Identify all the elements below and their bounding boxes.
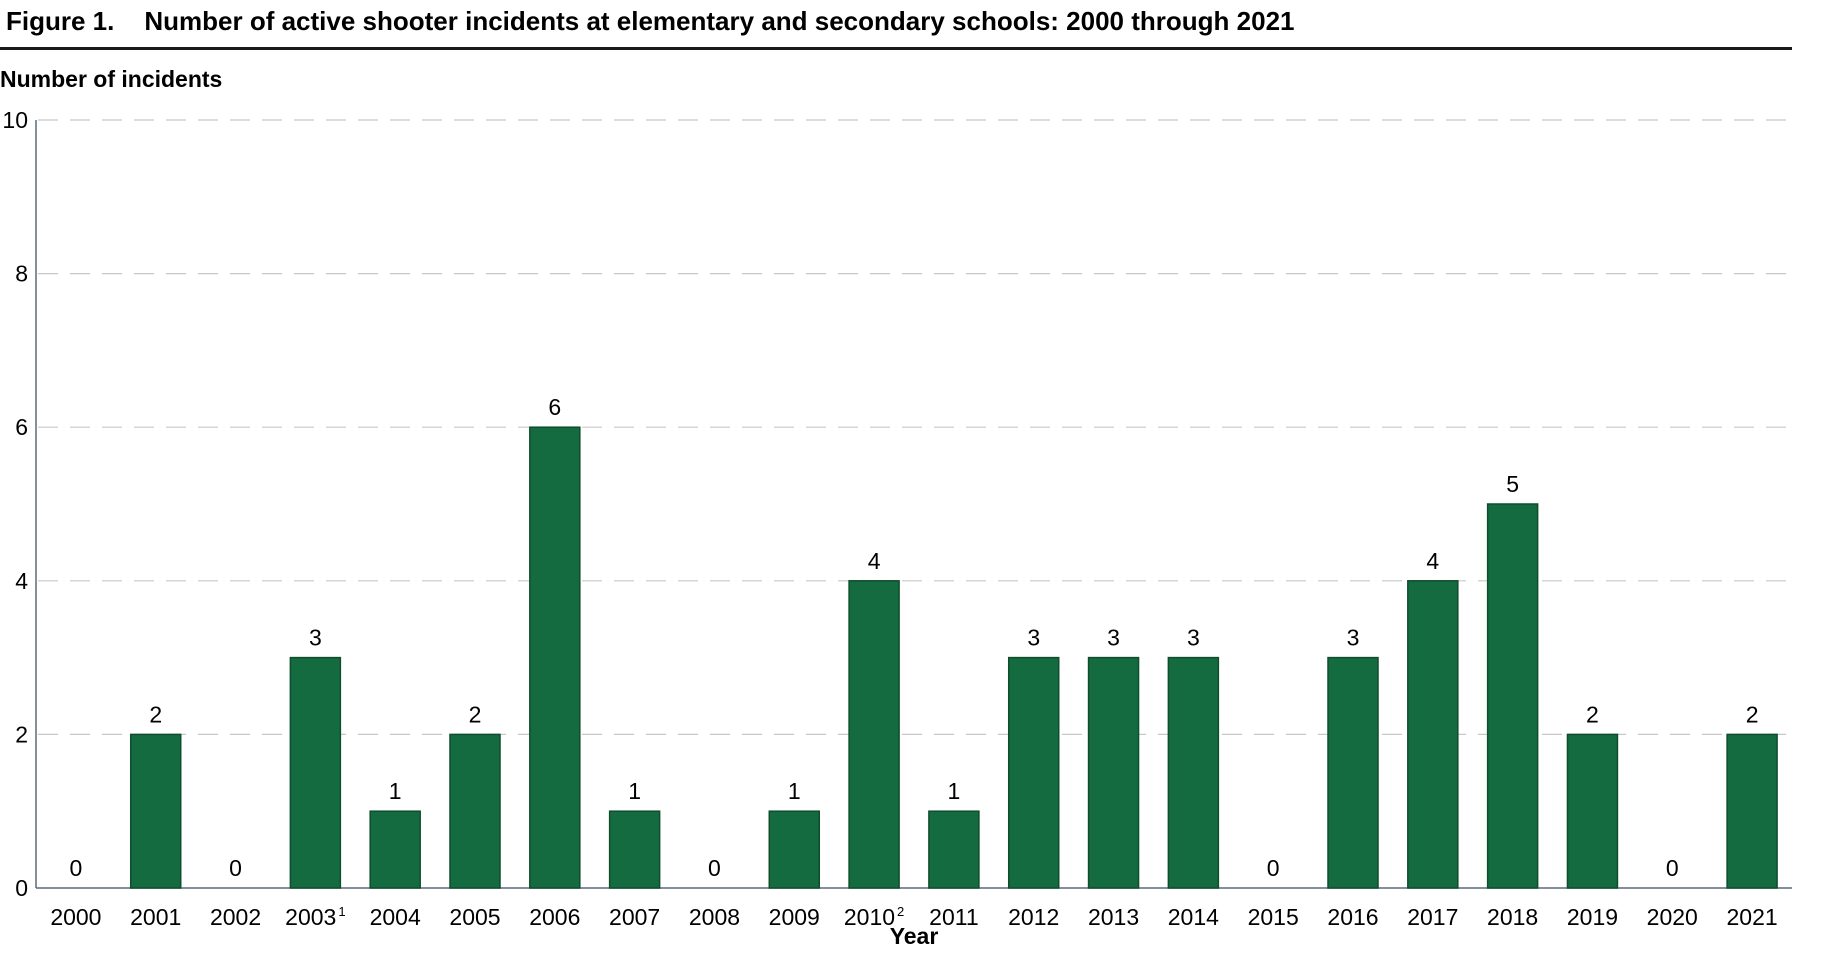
x-tick-label: 2018 (1487, 904, 1538, 930)
data-label: 2 (469, 701, 482, 727)
x-tick-label: 2009 (769, 904, 820, 930)
bar (369, 810, 421, 889)
x-tick-label: 2005 (449, 904, 500, 930)
x-tick-label: 2000 (50, 904, 101, 930)
bar (289, 656, 342, 889)
data-label: 3 (1107, 625, 1120, 651)
x-tick-label: 2014 (1168, 904, 1219, 930)
bar (1486, 503, 1539, 889)
data-label: 0 (1267, 855, 1280, 881)
x-tick-label: 2019 (1567, 904, 1618, 930)
x-tick-label: 2015 (1248, 904, 1299, 930)
data-label: 2 (1746, 701, 1759, 727)
bar (1087, 656, 1140, 889)
data-label: 5 (1506, 471, 1519, 497)
data-label: 0 (229, 855, 242, 881)
y-axis-title: Number of incidents (0, 66, 223, 92)
data-label: 1 (389, 778, 402, 804)
x-tick-label: 2001 (130, 904, 181, 930)
bars (129, 426, 1778, 889)
bar (129, 733, 182, 889)
footnote-marker: 1 (338, 904, 345, 919)
figure-number: Figure 1. (6, 6, 115, 36)
x-tick-label: 2020 (1647, 904, 1698, 930)
data-label: 3 (309, 625, 322, 651)
data-label: 0 (1666, 855, 1679, 881)
bar (1167, 656, 1220, 889)
y-tick-label: 0 (15, 875, 28, 901)
y-tick-label: 6 (15, 414, 28, 440)
bar (1007, 656, 1060, 889)
data-label: 4 (1426, 548, 1439, 574)
y-tick-label: 10 (2, 107, 28, 133)
data-label: 1 (628, 778, 641, 804)
data-label: 3 (1187, 625, 1200, 651)
bar (529, 426, 581, 889)
x-tick-label: 2010 2 (844, 904, 904, 930)
x-tick-label: 2017 (1407, 904, 1458, 930)
bar (1566, 733, 1619, 889)
y-tick-label: 8 (15, 261, 28, 287)
figure-title-text: Number of active shooter incidents at el… (144, 6, 1295, 36)
bar (848, 580, 900, 889)
x-tick-label: 2013 (1088, 904, 1139, 930)
bar (768, 810, 821, 889)
data-label: 3 (1027, 625, 1040, 651)
bar (1327, 656, 1379, 889)
title-rule (0, 47, 1792, 50)
footnote-marker: 2 (897, 904, 904, 919)
bar (1407, 580, 1459, 889)
data-label: 0 (708, 855, 721, 881)
x-tick-label: 2006 (529, 904, 580, 930)
x-tick-label: 2021 (1727, 904, 1778, 930)
bar (1726, 733, 1778, 889)
x-tick-label: 2007 (609, 904, 660, 930)
x-tick-label: 2004 (370, 904, 421, 930)
x-tick-label: 2003 1 (285, 904, 345, 930)
y-tick-label: 2 (15, 721, 28, 747)
bar (608, 810, 661, 889)
bar (449, 733, 501, 889)
data-label: 2 (1586, 701, 1599, 727)
bar (928, 810, 980, 889)
x-tick-label: 2011 (929, 904, 978, 930)
data-label: 0 (70, 855, 83, 881)
data-label: 1 (948, 778, 961, 804)
data-label: 2 (149, 701, 162, 727)
x-tick-label: 2012 (1008, 904, 1059, 930)
x-tick-label: 2008 (689, 904, 740, 930)
figure-title: Figure 1. Number of active shooter incide… (6, 6, 1295, 37)
x-tick-label: 2002 (210, 904, 261, 930)
x-tick-label: 2016 (1327, 904, 1378, 930)
data-label: 6 (548, 394, 561, 420)
data-label: 1 (788, 778, 801, 804)
x-axis-title: Year (890, 923, 939, 949)
data-label: 4 (868, 548, 881, 574)
y-tick-label: 4 (15, 568, 28, 594)
data-label: 3 (1347, 625, 1360, 651)
